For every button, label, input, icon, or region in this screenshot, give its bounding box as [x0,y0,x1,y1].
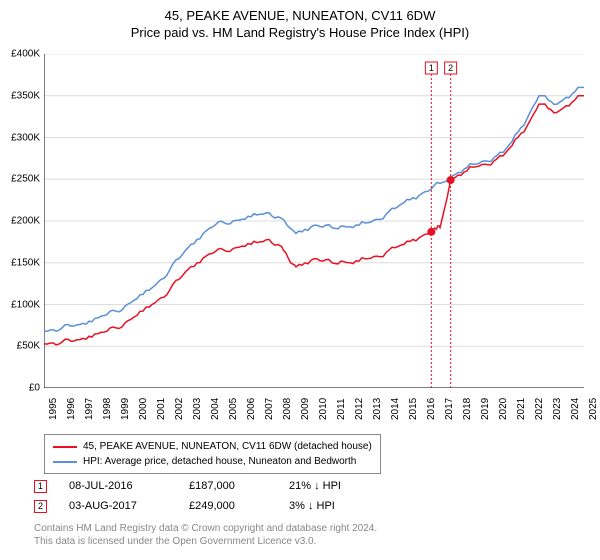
x-tick-label: 2022 [534,398,545,420]
sale-date-2: 03-AUG-2017 [69,500,189,512]
sale-price-1: £187,000 [189,480,289,492]
x-tick-label: 2020 [498,398,509,420]
x-tick-label: 2014 [390,398,401,420]
x-tick-label: 2018 [462,398,473,420]
x-tick-label: 2003 [192,398,203,420]
x-tick-label: 2025 [588,398,599,420]
x-tick-label: 2006 [246,398,257,420]
y-tick-label: £300K [11,132,40,143]
y-tick-label: £200K [11,216,40,227]
sale-change-2: 3% ↓ HPI [289,500,379,512]
title-main: 45, PEAKE AVENUE, NUNEATON, CV11 6DW [0,8,600,23]
y-tick-label: £50K [17,341,40,352]
legend-label-hpi: HPI: Average price, detached house, Nune… [83,454,356,469]
x-tick-label: 2013 [372,398,383,420]
x-tick-label: 2012 [354,398,365,420]
x-tick-label: 2002 [174,398,185,420]
y-tick-label: £400K [11,49,40,60]
x-tick-label: 2019 [480,398,491,420]
legend-row-property: 45, PEAKE AVENUE, NUNEATON, CV11 6DW (de… [53,439,372,454]
x-tick-label: 2009 [300,398,311,420]
title-sub: Price paid vs. HM Land Registry's House … [0,25,600,40]
x-tick-label: 1998 [102,398,113,420]
legend: 45, PEAKE AVENUE, NUNEATON, CV11 6DW (de… [44,434,381,474]
x-tick-label: 2007 [264,398,275,420]
x-tick-label: 1995 [48,398,59,420]
svg-text:1: 1 [429,63,434,73]
sale-date-1: 08-JUL-2016 [69,480,189,492]
x-tick-label: 1996 [66,398,77,420]
legend-swatch-hpi [53,461,77,463]
y-tick-label: £0 [29,383,40,394]
x-tick-label: 2016 [426,398,437,420]
title-block: 45, PEAKE AVENUE, NUNEATON, CV11 6DW Pri… [0,0,600,40]
footer-line-1: Contains HM Land Registry data © Crown c… [34,522,377,535]
sales-row-1: 1 08-JUL-2016 £187,000 21% ↓ HPI [34,476,379,496]
x-tick-label: 2000 [138,398,149,420]
sale-price-2: £249,000 [189,500,289,512]
legend-swatch-property [53,446,77,448]
chart-plot: 12 [44,54,584,388]
x-tick-label: 1997 [84,398,95,420]
sales-row-2: 2 03-AUG-2017 £249,000 3% ↓ HPI [34,496,379,516]
chart-container: 45, PEAKE AVENUE, NUNEATON, CV11 6DW Pri… [0,0,600,560]
y-tick-label: £150K [11,257,40,268]
x-tick-label: 2008 [282,398,293,420]
sales-table: 1 08-JUL-2016 £187,000 21% ↓ HPI 2 03-AU… [34,476,379,516]
x-tick-label: 2015 [408,398,419,420]
x-tick-label: 2023 [552,398,563,420]
svg-text:2: 2 [448,63,453,73]
y-axis: £0£50K£100K£150K£200K£250K£300K£350K£400… [0,54,44,388]
x-tick-label: 2024 [570,398,581,420]
x-tick-label: 2010 [318,398,329,420]
sale-marker-2: 2 [34,500,47,513]
x-tick-label: 2011 [336,398,347,420]
legend-row-hpi: HPI: Average price, detached house, Nune… [53,454,372,469]
x-tick-label: 2001 [156,398,167,420]
x-tick-label: 2017 [444,398,455,420]
footer-line-2: This data is licensed under the Open Gov… [34,535,377,548]
sale-marker-1: 1 [34,480,47,493]
x-tick-label: 1999 [120,398,131,420]
x-tick-label: 2005 [228,398,239,420]
footer: Contains HM Land Registry data © Crown c… [34,522,377,548]
legend-label-property: 45, PEAKE AVENUE, NUNEATON, CV11 6DW (de… [83,439,372,454]
y-tick-label: £250K [11,174,40,185]
sale-change-1: 21% ↓ HPI [289,480,379,492]
y-tick-label: £100K [11,299,40,310]
x-tick-label: 2021 [516,398,527,420]
x-tick-label: 2004 [210,398,221,420]
x-axis: 1995 1996 1997 1998 1999 2000 2001 2002 2003 2004… [44,390,584,430]
y-tick-label: £350K [11,90,40,101]
